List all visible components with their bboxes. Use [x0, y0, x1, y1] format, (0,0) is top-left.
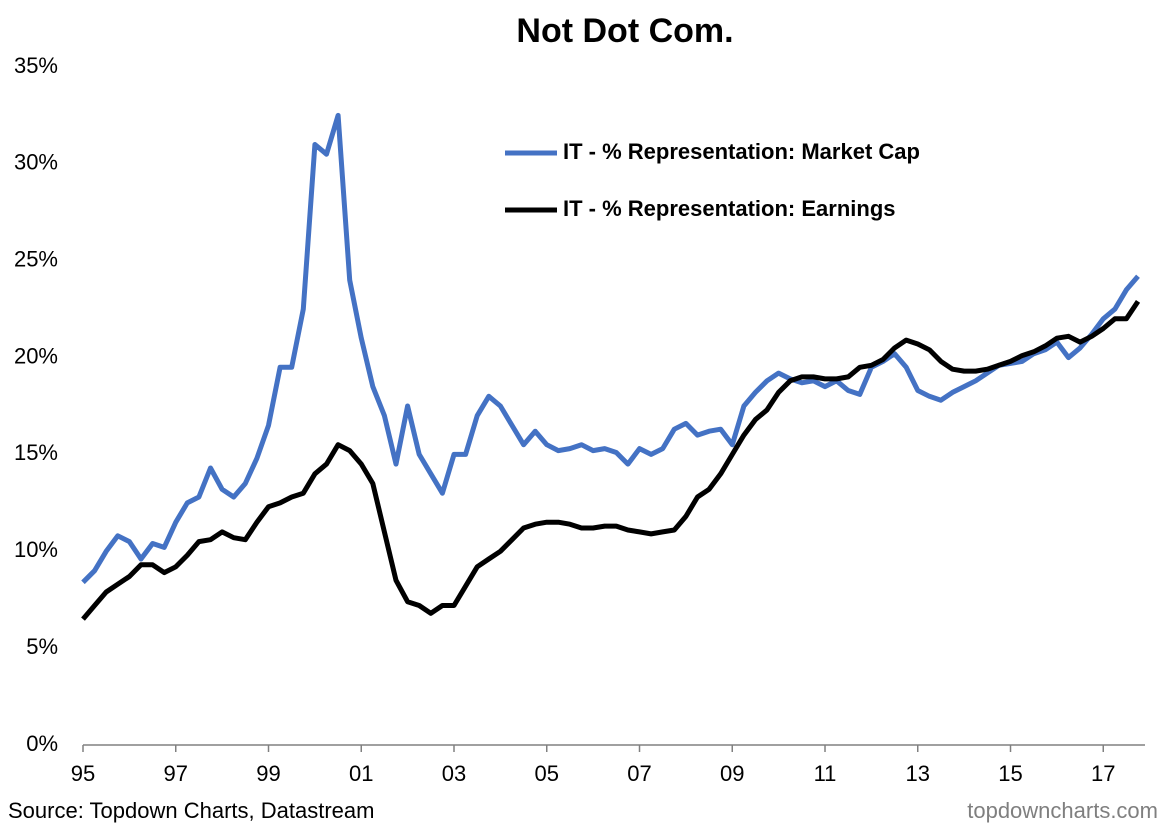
y-tick-label: 5%	[26, 634, 58, 659]
y-tick-label: 30%	[14, 150, 58, 175]
x-tick-label: 01	[349, 761, 373, 786]
x-tick-label: 11	[814, 761, 837, 786]
y-tick-label: 0%	[26, 731, 58, 756]
x-tick-label: 05	[535, 761, 559, 786]
x-tick-label: 03	[442, 761, 466, 786]
x-tick-label: 07	[627, 761, 651, 786]
y-tick-label: 15%	[14, 440, 58, 465]
x-tick-label: 13	[906, 761, 930, 786]
legend-label: IT - % Representation: Earnings	[563, 196, 896, 221]
source: Source: Topdown Charts, Datastream	[8, 798, 374, 823]
x-tick-label: 99	[256, 761, 280, 786]
chart-title: Not Dot Com.	[516, 12, 733, 50]
series-line	[81, 112, 1140, 585]
x-tick-label: 17	[1091, 761, 1115, 786]
x-tick-label: 97	[164, 761, 188, 786]
x-tick-label: 95	[71, 761, 95, 786]
y-tick-label: 25%	[14, 247, 58, 272]
x-tick-label: 15	[998, 761, 1022, 786]
x-tick-label: 09	[720, 761, 744, 786]
watermark: topdowncharts.com	[967, 798, 1158, 823]
y-tick-label: 10%	[14, 537, 58, 562]
y-tick-label: 35%	[14, 53, 58, 78]
legend-label: IT - % Representation: Market Cap	[563, 139, 920, 164]
y-tick-label: 20%	[14, 343, 58, 368]
series-line	[81, 300, 1141, 621]
